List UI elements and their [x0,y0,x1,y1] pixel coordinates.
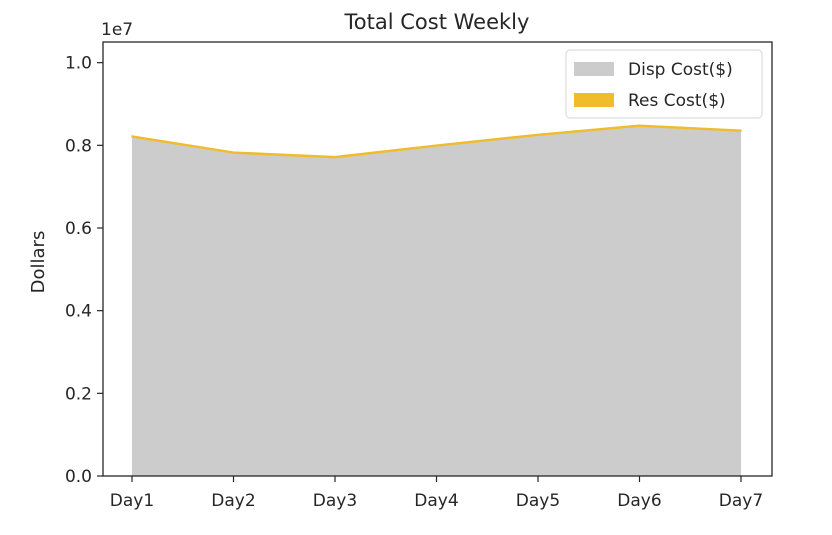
y-tick-label: 0.4 [65,302,92,322]
area-series-2 [131,124,742,159]
legend-swatch [574,93,614,107]
legend-label: Disp Cost($) [628,60,733,80]
legend: Disp Cost($) Res Cost($) [565,49,763,119]
legend-box [565,49,763,119]
x-tick-label: Day1 [110,491,154,511]
y-tick-label: 0.0 [65,467,92,487]
y-axis-scale-label: 1e7 [101,20,133,40]
y-axis-label: Dollars [28,231,49,294]
x-tick-label: Day7 [719,491,763,511]
legend-label: Res Cost($) [628,91,726,111]
x-tick-label: Day3 [313,491,357,511]
y-tick-label: 0.8 [65,136,92,156]
x-tick-label: Day6 [617,491,661,511]
legend-swatch [574,62,614,76]
area-series-1 [132,126,741,476]
y-tick-label: 1.0 [65,54,92,74]
y-tick-label: 0.2 [65,384,92,404]
x-tick-label: Day2 [211,491,255,511]
chart-title: Total Cost Weekly [344,10,530,34]
y-tick-label: 0.6 [65,219,92,239]
plot-area [131,124,742,476]
axes: 0.0 0.2 0.4 0.6 0.8 1.0 Day1 Day2 Day3 Day4 Day5 Da… [65,41,773,511]
plot-frame [102,41,773,477]
x-tick-label: Day5 [516,491,560,511]
x-tick-label: Day4 [414,491,458,511]
